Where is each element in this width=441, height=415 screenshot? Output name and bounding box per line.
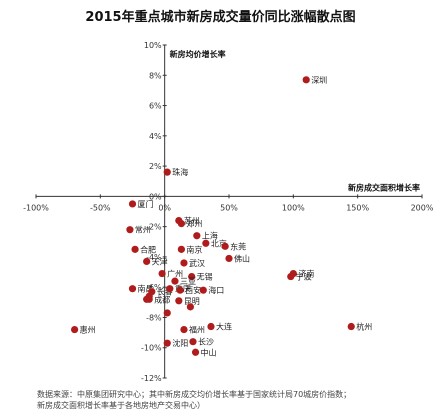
y-tick-label: 2% [149, 162, 162, 171]
data-label: 福州 [189, 326, 205, 335]
data-label: 成都 [154, 294, 170, 304]
data-label: 武汉 [189, 258, 205, 268]
source-note-line1: 数据来源：中原集团研究中心；其中新房成交均价增长率基于国家统计局70城房价指数； [37, 390, 352, 399]
data-label: 天津 [152, 256, 168, 266]
data-point [302, 76, 310, 84]
data-point [193, 232, 201, 240]
data-label: 无锡 [197, 273, 213, 282]
data-point [163, 309, 171, 317]
data-label: 珠海 [172, 167, 188, 177]
x-tick-label: -50% [90, 203, 111, 212]
y-tick-label: -4% [146, 253, 162, 262]
data-label: 厦门 [138, 199, 154, 209]
y-tick-label: 8% [149, 71, 162, 80]
data-label: 深圳 [311, 75, 327, 85]
data-point [171, 277, 179, 285]
data-label: 沈阳 [172, 338, 188, 348]
x-tick-label: 200% [411, 203, 434, 212]
data-label: 济南 [298, 269, 314, 279]
data-point [188, 272, 196, 281]
data-point [163, 168, 171, 176]
data-label: 海口 [208, 285, 224, 295]
data-point [177, 245, 185, 253]
source-note-line2: 新房成交面积增长率基于各地房地产交易中心） [37, 401, 205, 410]
data-point [128, 200, 137, 208]
data-point [175, 297, 183, 305]
x-tick-label: 0% [158, 203, 171, 212]
x-tick-label: -100% [23, 203, 49, 212]
data-label: 上海 [202, 231, 218, 241]
data-point [177, 220, 185, 228]
y-tick-label: 0% [149, 192, 162, 201]
data-label: 郑州 [186, 219, 202, 229]
y-tick-label: -2% [146, 223, 162, 232]
data-point [191, 348, 200, 356]
data-label: 广州 [167, 269, 183, 279]
data-point [287, 272, 295, 281]
data-point [202, 239, 210, 247]
data-point [143, 257, 151, 266]
x-tick-label: 150% [346, 203, 369, 212]
data-label: 北京 [211, 238, 227, 248]
y-tick-label: 10% [144, 41, 162, 50]
data-point [176, 286, 184, 294]
y-tick-label: -12% [141, 374, 162, 383]
data-label: 佛山 [234, 253, 250, 263]
y-tick-label: -8% [146, 313, 162, 322]
data-label: 长沙 [198, 337, 214, 347]
data-point [199, 286, 207, 294]
data-label: 三亚 [180, 277, 196, 286]
data-label: 苏州 [184, 216, 200, 226]
data-point [180, 325, 188, 334]
data-label: 长春 [157, 287, 173, 297]
data-label: 西安 [185, 285, 201, 295]
y-tick-label: 6% [149, 102, 162, 111]
data-point [207, 322, 215, 331]
data-point [225, 254, 233, 263]
data-point [221, 242, 229, 250]
data-label: 昆明 [184, 297, 200, 306]
data-point [158, 269, 166, 278]
x-axis-title: 新房成交面积增长率 [348, 182, 420, 192]
data-label: 中山 [201, 347, 217, 357]
data-point [71, 325, 79, 334]
data-point [126, 226, 134, 234]
y-tick-label: -6% [146, 283, 162, 292]
data-label: 东莞 [230, 241, 246, 251]
data-label: 合肥 [140, 244, 156, 254]
data-point [166, 285, 174, 293]
data-label: 南京 [186, 244, 202, 254]
data-label: 常州 [135, 226, 151, 235]
data-point [186, 303, 194, 311]
data-label: 惠州 [80, 325, 96, 335]
x-tick-label: 100% [282, 203, 305, 212]
data-point [131, 245, 139, 253]
data-label: 大连 [216, 322, 232, 332]
y-tick-label: -10% [141, 344, 162, 353]
y-tick-label: 4% [149, 132, 162, 141]
data-point [189, 338, 197, 346]
data-point [347, 322, 355, 331]
data-label: 杭州 [356, 322, 372, 332]
data-label: 南昌 [138, 284, 154, 294]
chart-title: 2015年重点城市新房成交量价同比涨幅散点图 [85, 10, 356, 25]
y-axis-title: 新房均价增长率 [170, 49, 226, 59]
data-point [128, 285, 137, 293]
x-tick-label: 50% [220, 203, 238, 212]
data-label: 宁波 [296, 272, 312, 282]
data-point [180, 259, 188, 267]
data-point [145, 292, 153, 300]
data-point [163, 339, 171, 347]
